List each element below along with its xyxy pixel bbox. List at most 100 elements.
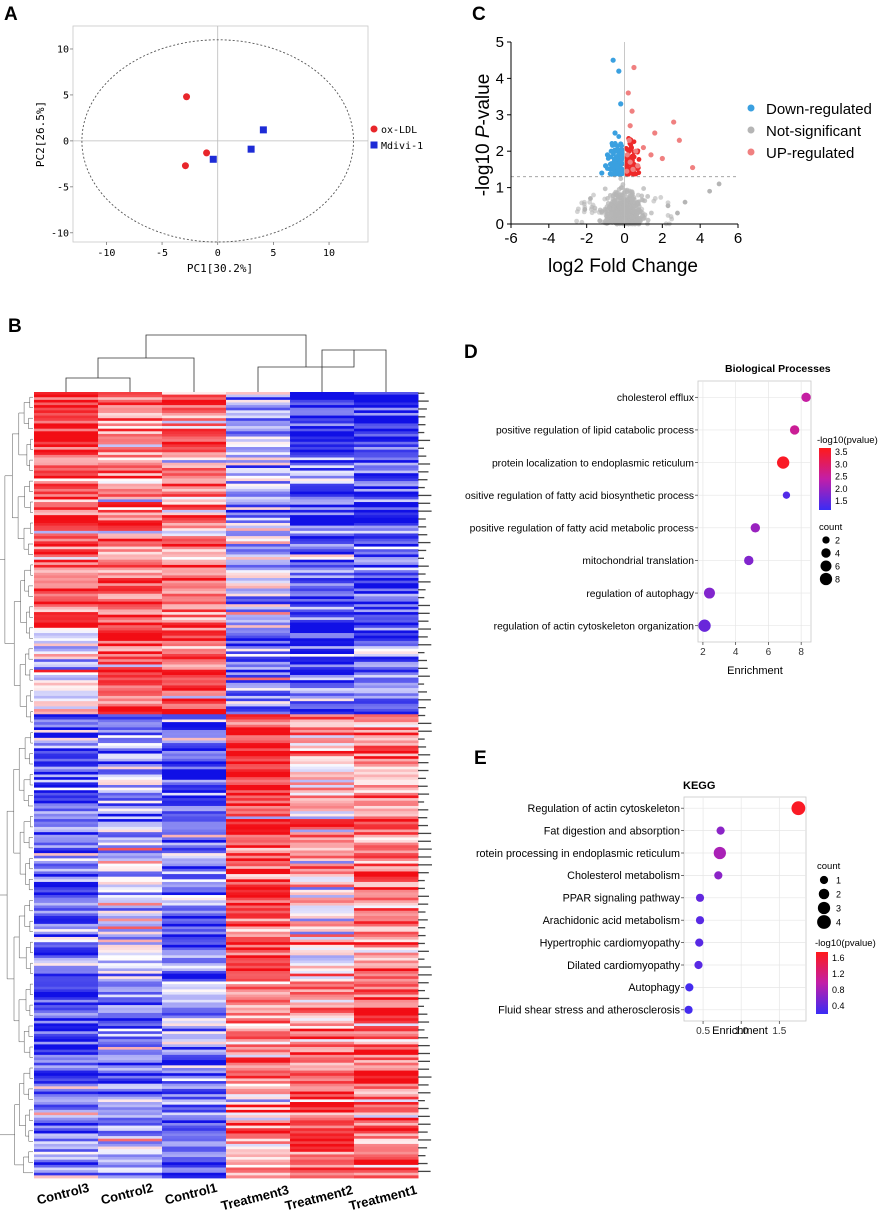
enrichment-dot <box>698 619 711 632</box>
heatmap-cell <box>226 986 291 990</box>
heatmap-cell <box>34 1172 99 1176</box>
heatmap-row-label <box>418 832 432 835</box>
heatmap-cell <box>226 523 291 527</box>
heatmap-cell <box>226 837 291 841</box>
heatmap-cell <box>34 879 99 883</box>
heatmap-cell <box>290 682 355 686</box>
heatmap-cell <box>226 567 291 571</box>
heatmap-cell <box>354 625 419 629</box>
heatmap-cell <box>34 1162 99 1166</box>
heatmap-cell <box>98 677 163 681</box>
heatmap-cell <box>226 774 291 778</box>
heatmap-cell <box>354 1128 419 1132</box>
heatmap-cell <box>354 1122 419 1126</box>
heatmap-cell <box>354 1039 419 1043</box>
heatmap-cell <box>34 449 99 453</box>
heatmap-cell <box>34 625 99 629</box>
heatmap-cell <box>354 1049 419 1053</box>
heatmap-cell <box>34 1125 99 1129</box>
heatmap-cell <box>290 1141 355 1145</box>
heatmap-cell <box>290 431 355 435</box>
volcano-down-point <box>608 148 614 154</box>
heatmap-cell <box>226 528 291 532</box>
heatmap-cell <box>34 562 99 566</box>
heatmap-cell <box>226 1062 291 1066</box>
pca-point-oxldl <box>203 149 211 157</box>
heatmap-cell <box>290 688 355 692</box>
heatmap: Control3 Control2 Control1 Treatment3Treatm… <box>0 334 432 1213</box>
heatmap-cell <box>34 897 99 901</box>
row-dendrogram-branch <box>19 1083 26 1126</box>
heatmap-cell <box>290 913 355 917</box>
heatmap-cell <box>226 785 291 789</box>
heatmap-cell <box>162 507 227 511</box>
heatmap-cell <box>354 803 419 807</box>
heatmap-cell <box>354 1130 419 1134</box>
heatmap-cell <box>226 811 291 815</box>
heatmap-cell <box>98 897 163 901</box>
heatmap-cell <box>98 748 163 752</box>
heatmap-cell <box>226 564 291 568</box>
volcano-down-point <box>616 134 622 139</box>
heatmap-cell <box>290 1146 355 1150</box>
heatmap-cell <box>34 538 99 542</box>
heatmap-cell <box>98 664 163 668</box>
heatmap-cell <box>226 407 291 411</box>
heatmap-cell <box>226 892 291 896</box>
heatmap-cell <box>354 483 419 487</box>
heatmap-cell <box>226 908 291 912</box>
volcano-up-point <box>624 168 630 174</box>
color-legend-tick: 2.0 <box>835 484 848 494</box>
heatmap-cell <box>354 412 419 416</box>
heatmap-cell <box>98 934 163 938</box>
heatmap-cell <box>162 1130 227 1134</box>
heatmap-cell <box>34 918 99 922</box>
row-dendrogram-branch <box>26 695 31 718</box>
heatmap-cell <box>226 496 291 500</box>
heatmap-cell <box>34 994 99 998</box>
heatmap-cell <box>354 968 419 972</box>
heatmap-row-label <box>418 927 426 929</box>
heatmap-cell <box>34 740 99 744</box>
heatmap-cell <box>162 745 227 749</box>
heatmap-cell <box>162 1012 227 1016</box>
heatmap-cell <box>162 955 227 959</box>
term-label: Fat digestion and absorption <box>544 825 680 837</box>
heatmap-cell <box>354 1149 419 1153</box>
heatmap-cell <box>354 635 419 639</box>
heatmap-cell <box>354 1164 419 1168</box>
heatmap-cell <box>354 638 419 642</box>
heatmap-cell <box>98 834 163 838</box>
heatmap-cell <box>226 596 291 600</box>
heatmap-cell <box>290 449 355 453</box>
heatmap-cell <box>34 761 99 765</box>
heatmap-cell <box>34 701 99 705</box>
heatmap-cell <box>34 667 99 671</box>
enrichment-dot <box>782 491 791 499</box>
pca-point-mdivi <box>209 155 217 163</box>
heatmap-cell <box>98 460 163 464</box>
heatmap-cell <box>34 530 99 534</box>
heatmap-cell <box>98 486 163 490</box>
heatmap-cell <box>34 549 99 553</box>
heatmap-cell <box>162 826 227 830</box>
heatmap-cell <box>226 591 291 595</box>
heatmap-cell <box>34 659 99 663</box>
heatmap-cell <box>290 1044 355 1048</box>
heatmap-cell <box>354 423 419 427</box>
heatmap-cell <box>354 533 419 537</box>
heatmap-cell <box>354 488 419 492</box>
heatmap-cell <box>34 745 99 749</box>
heatmap-cell <box>226 530 291 534</box>
heatmap-cell <box>162 792 227 796</box>
heatmap-cell <box>34 719 99 723</box>
heatmap-cell <box>290 648 355 652</box>
heatmap-cell <box>162 695 227 699</box>
heatmap-cell <box>98 1170 163 1174</box>
volcano-ns-point <box>668 214 674 219</box>
heatmap-cell <box>162 467 227 471</box>
heatmap-cell <box>226 936 291 940</box>
heatmap-cell <box>290 800 355 804</box>
heatmap-cell <box>226 546 291 550</box>
heatmap-cell <box>162 515 227 519</box>
